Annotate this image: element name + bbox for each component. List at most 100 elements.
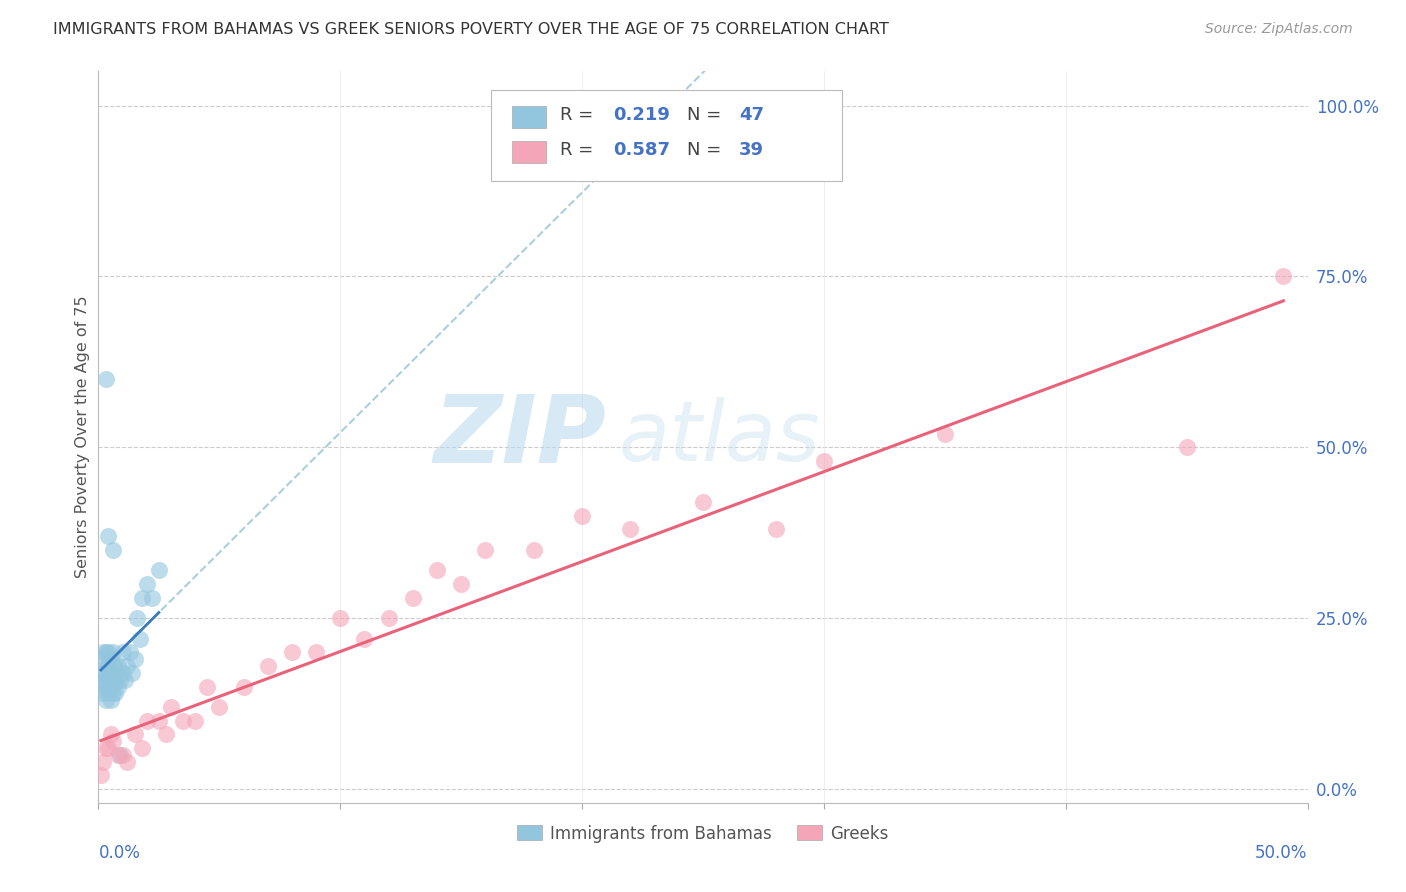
Point	[305, 645, 328, 659]
Point	[426, 563, 449, 577]
Point	[128, 632, 150, 646]
Point	[97, 686, 120, 700]
Point	[97, 741, 120, 756]
Point	[329, 611, 352, 625]
Point	[813, 454, 835, 468]
Point	[474, 542, 496, 557]
Point	[127, 611, 149, 625]
Point	[131, 591, 153, 605]
Point	[571, 508, 593, 523]
Point	[94, 659, 117, 673]
Point	[100, 727, 122, 741]
Point	[160, 700, 183, 714]
Text: 47: 47	[740, 106, 765, 124]
Point	[101, 686, 124, 700]
Point	[104, 686, 127, 700]
Point	[104, 673, 127, 687]
Point	[111, 747, 134, 762]
Point	[101, 734, 124, 748]
Point	[104, 659, 127, 673]
Text: N =: N =	[688, 141, 727, 160]
Point	[108, 747, 131, 762]
Point	[208, 700, 231, 714]
Text: 0.0%: 0.0%	[98, 844, 141, 862]
Point	[100, 665, 122, 680]
Point	[111, 665, 134, 680]
Text: ZIP: ZIP	[433, 391, 606, 483]
Point	[619, 522, 641, 536]
Point	[141, 591, 163, 605]
Point	[91, 645, 114, 659]
Point	[100, 680, 122, 694]
Point	[91, 673, 114, 687]
Point	[101, 659, 124, 673]
Point	[934, 426, 956, 441]
Point	[101, 673, 124, 687]
Point	[94, 741, 117, 756]
Point	[94, 680, 117, 694]
Point	[124, 727, 146, 741]
Point	[97, 645, 120, 659]
Point	[692, 495, 714, 509]
Point	[135, 577, 157, 591]
Point	[94, 645, 117, 659]
Point	[402, 591, 425, 605]
Point	[90, 652, 112, 666]
Point	[108, 673, 131, 687]
Point	[107, 659, 129, 673]
Point	[94, 372, 117, 386]
FancyBboxPatch shape	[492, 90, 842, 181]
Point	[94, 665, 117, 680]
Point	[100, 652, 122, 666]
Point	[118, 645, 141, 659]
Text: R =: R =	[561, 141, 599, 160]
Point	[135, 714, 157, 728]
Point	[450, 577, 472, 591]
Point	[117, 755, 139, 769]
Point	[101, 645, 124, 659]
Point	[90, 680, 112, 694]
Point	[1175, 440, 1198, 454]
Text: Source: ZipAtlas.com: Source: ZipAtlas.com	[1205, 22, 1353, 37]
Point	[91, 665, 114, 680]
Point	[195, 680, 218, 694]
Point	[172, 714, 194, 728]
FancyBboxPatch shape	[512, 141, 546, 163]
Point	[377, 611, 399, 625]
Point	[155, 727, 177, 741]
Legend: Immigrants from Bahamas, Greeks: Immigrants from Bahamas, Greeks	[510, 818, 896, 849]
Point	[232, 680, 254, 694]
Point	[107, 747, 129, 762]
Point	[765, 522, 787, 536]
Point	[97, 673, 120, 687]
Text: 0.587: 0.587	[613, 141, 671, 160]
Point	[184, 714, 207, 728]
Point	[148, 563, 170, 577]
Point	[94, 693, 117, 707]
Point	[101, 542, 124, 557]
Point	[117, 659, 139, 673]
Text: 50.0%: 50.0%	[1256, 844, 1308, 862]
Point	[97, 529, 120, 543]
Text: IMMIGRANTS FROM BAHAMAS VS GREEK SENIORS POVERTY OVER THE AGE OF 75 CORRELATION : IMMIGRANTS FROM BAHAMAS VS GREEK SENIORS…	[53, 22, 890, 37]
Text: R =: R =	[561, 106, 599, 124]
Point	[256, 659, 278, 673]
Point	[124, 652, 146, 666]
Point	[1272, 269, 1295, 284]
Point	[148, 714, 170, 728]
Text: 39: 39	[740, 141, 765, 160]
Point	[90, 665, 112, 680]
Point	[91, 755, 114, 769]
Point	[90, 768, 112, 782]
Point	[353, 632, 375, 646]
Point	[114, 673, 136, 687]
Point	[523, 542, 546, 557]
Y-axis label: Seniors Poverty Over the Age of 75: Seniors Poverty Over the Age of 75	[75, 296, 90, 578]
Point	[100, 693, 122, 707]
Point	[131, 741, 153, 756]
Text: atlas: atlas	[619, 397, 820, 477]
Point	[107, 680, 129, 694]
Text: 0.219: 0.219	[613, 106, 671, 124]
FancyBboxPatch shape	[512, 106, 546, 128]
Point	[97, 659, 120, 673]
